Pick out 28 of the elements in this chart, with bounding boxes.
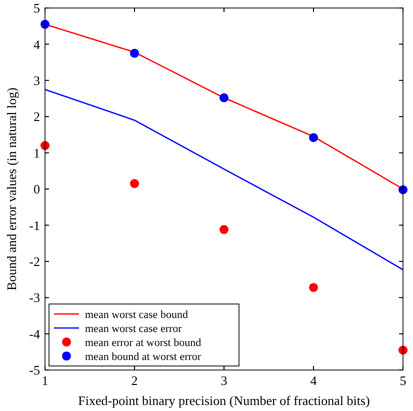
point bbox=[308, 133, 318, 142]
y-axis-title: Bound and error values (in natural log) bbox=[4, 88, 19, 290]
y-tick-label: 2 bbox=[34, 109, 40, 124]
x-tick-label: 2 bbox=[131, 373, 138, 388]
y-tick-label: 0 bbox=[34, 182, 40, 197]
y-tick-label: 1 bbox=[34, 145, 40, 160]
x-tick-label: 5 bbox=[400, 373, 406, 388]
y-tick-label: -1 bbox=[29, 218, 40, 233]
legend-label: mean bound at worst error bbox=[85, 350, 202, 363]
y-tick-label: 4 bbox=[34, 36, 40, 52]
legend-label: mean worst case error bbox=[85, 322, 182, 335]
y-tick-label: 3 bbox=[34, 72, 40, 88]
y-tick-label: -4 bbox=[29, 326, 40, 342]
y-tick-label: -5 bbox=[29, 362, 40, 378]
point bbox=[219, 93, 229, 102]
line-series bbox=[44, 88, 404, 270]
y-tick-label: -3 bbox=[29, 290, 40, 306]
x-tick-label: 4 bbox=[310, 373, 318, 388]
y-tick-label: -2 bbox=[29, 254, 40, 269]
point bbox=[130, 179, 140, 188]
legend-label: mean error at worst bound bbox=[85, 336, 202, 349]
legend-label: mean worst case bound bbox=[85, 308, 188, 321]
x-tick-label: 3 bbox=[220, 373, 228, 388]
point bbox=[219, 225, 229, 234]
y-tick-label: 5 bbox=[34, 0, 40, 16]
point bbox=[130, 48, 140, 58]
x-axis-title: Fixed-point binary precision (Number of fractional bits) bbox=[78, 393, 370, 408]
point bbox=[308, 282, 318, 292]
